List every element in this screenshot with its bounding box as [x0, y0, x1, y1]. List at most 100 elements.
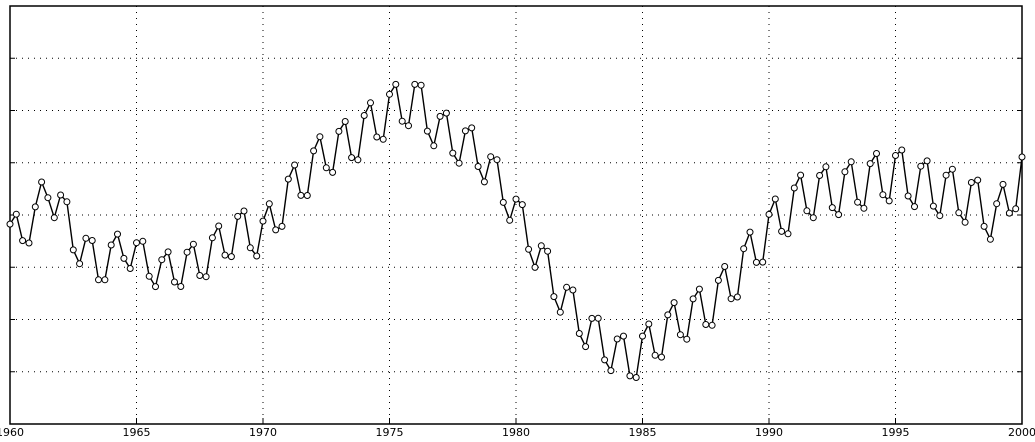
data-point — [265, 200, 273, 208]
data-point — [493, 156, 501, 164]
data-point — [164, 248, 172, 256]
data-point — [721, 263, 729, 270]
data-point — [145, 272, 153, 280]
data-point — [373, 133, 381, 141]
data-point — [607, 367, 615, 375]
data-point — [733, 293, 741, 301]
data-point — [797, 171, 805, 179]
data-point — [873, 150, 880, 157]
data-point — [354, 156, 362, 164]
data-point — [683, 335, 691, 343]
data-point — [955, 209, 963, 217]
data-point — [335, 127, 343, 135]
data-point — [189, 240, 197, 248]
data-point — [702, 321, 710, 328]
data-point — [708, 321, 716, 329]
data-point — [904, 192, 912, 200]
data-point — [417, 81, 425, 89]
data-point — [582, 343, 590, 351]
data-point — [221, 251, 229, 259]
data-point — [468, 124, 476, 132]
data-point — [442, 109, 450, 117]
x-tick-label: 1985 — [629, 426, 657, 439]
data-point — [88, 237, 96, 244]
data-point — [6, 220, 14, 228]
data-point — [455, 159, 463, 167]
data-point — [499, 198, 507, 206]
data-point — [917, 162, 925, 170]
data-point — [892, 152, 899, 159]
data-point — [31, 203, 39, 211]
data-point — [208, 234, 216, 242]
data-point — [423, 127, 431, 135]
data-point — [240, 207, 248, 215]
data-point — [569, 286, 577, 294]
data-point — [676, 331, 684, 339]
data-point — [139, 237, 147, 245]
data-point — [645, 320, 653, 328]
data-point — [942, 171, 950, 179]
plot-area — [9, 5, 1023, 425]
data-point — [860, 204, 868, 212]
data-point — [436, 112, 444, 120]
data-point — [253, 252, 261, 260]
data-point — [967, 179, 975, 186]
data-point — [50, 214, 58, 222]
data-point — [107, 241, 115, 249]
data-point — [626, 372, 634, 380]
data-point — [1012, 205, 1020, 213]
data-point — [126, 265, 134, 272]
data-point — [746, 228, 754, 236]
data-point — [405, 122, 412, 130]
data-point — [556, 308, 564, 316]
data-point — [727, 295, 735, 303]
x-tick-label: 1970 — [249, 426, 277, 439]
data-point — [183, 248, 191, 256]
data-point — [341, 118, 349, 125]
data-point — [658, 353, 665, 361]
data-point — [449, 149, 457, 157]
data-point — [828, 204, 836, 212]
data-point — [215, 222, 223, 230]
data-point — [1005, 209, 1013, 217]
data-point — [386, 90, 393, 98]
data-point — [480, 178, 488, 186]
data-point — [506, 216, 514, 224]
x-tick-labels: 1960 1965 1970 1975 1980 1985 1990 1995 2000 — [0, 426, 1035, 439]
data-point — [544, 247, 552, 255]
data-point — [38, 178, 46, 186]
data-point — [360, 112, 368, 119]
data-point — [291, 161, 299, 169]
data-point — [866, 160, 874, 168]
data-series — [6, 80, 1026, 381]
data-point — [670, 299, 678, 307]
data-point — [563, 283, 571, 291]
data-point — [152, 283, 159, 291]
data-point — [202, 273, 210, 281]
data-point — [986, 235, 994, 243]
data-point — [518, 201, 526, 209]
data-point — [778, 227, 786, 235]
data-point — [272, 226, 280, 234]
data-point — [929, 202, 937, 210]
data-point — [651, 351, 659, 359]
data-point — [398, 117, 406, 125]
data-point — [601, 356, 609, 364]
data-point — [95, 276, 102, 284]
data-point — [474, 163, 482, 170]
data-point — [512, 195, 520, 203]
data-point — [322, 164, 330, 172]
data-point — [531, 263, 539, 271]
data-point — [740, 245, 748, 253]
data-point — [980, 222, 988, 230]
data-point — [759, 258, 767, 266]
data-point — [411, 80, 419, 88]
data-point — [835, 211, 843, 219]
data-point — [961, 218, 969, 226]
data-point — [594, 314, 602, 322]
data-point — [57, 191, 65, 199]
data-point — [430, 142, 438, 150]
data-point — [525, 245, 533, 253]
x-tick-label: 1980 — [502, 426, 530, 439]
